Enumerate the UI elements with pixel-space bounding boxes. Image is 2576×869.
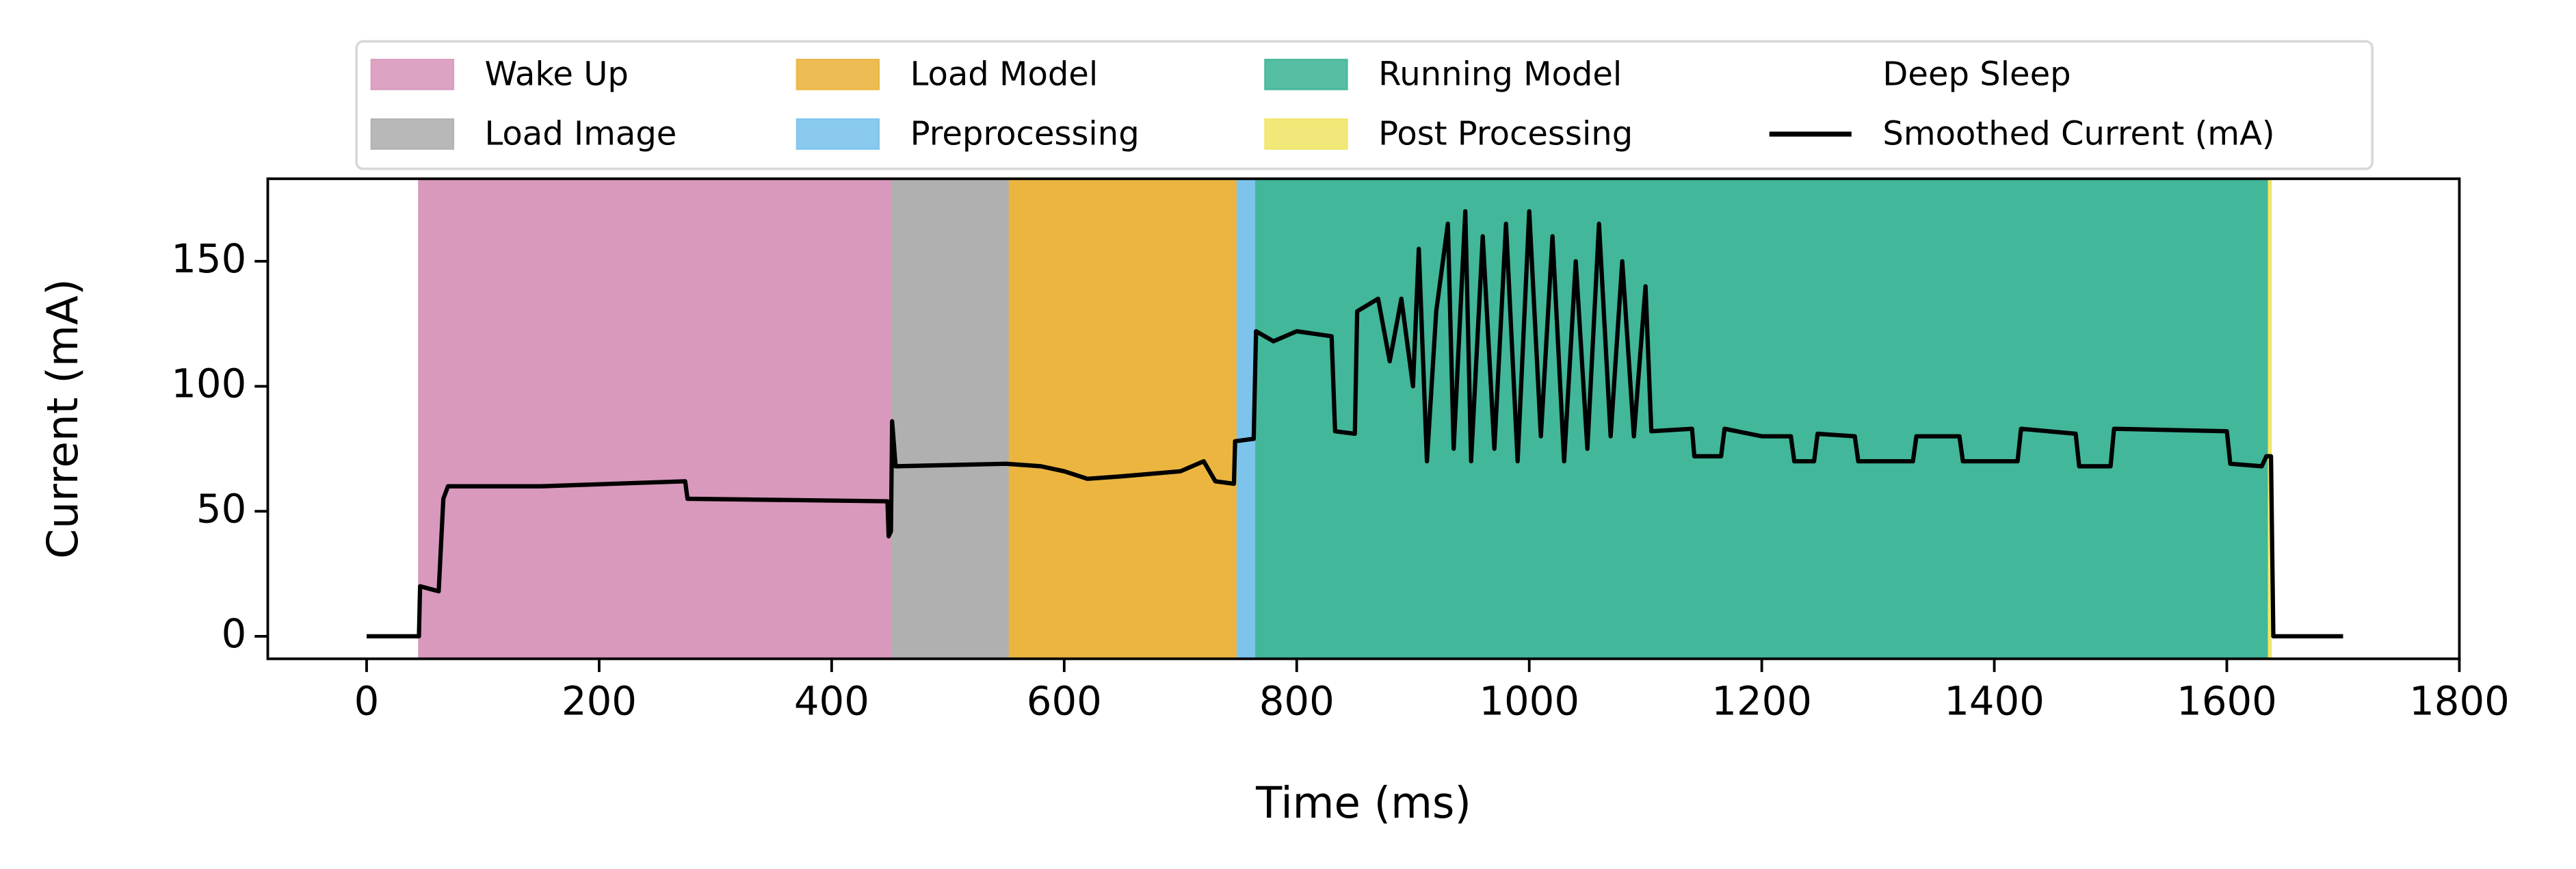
legend-swatch [1264,58,1348,90]
x-tick-label: 400 [794,677,869,724]
legend-label: Load Image [485,114,677,153]
phase-span [1255,179,2270,659]
x-tick-label: 1200 [1711,677,1812,724]
legend-swatch [370,118,455,150]
x-tick-label: 800 [1259,677,1335,724]
y-tick-label: 150 [171,235,246,282]
y-tick-label: 50 [196,485,246,532]
x-tick-label: 1000 [1479,677,1579,724]
legend-swatch [1264,118,1348,150]
x-tick-label: 1800 [2409,677,2510,724]
y-tick-label: 0 [222,610,247,657]
axes-frame [266,177,2461,660]
x-axis-label: Time (ms) [1255,778,1471,828]
legend-swatch [796,118,880,150]
y-axis-label: Current (mA) [38,278,88,558]
legend-label: Post Processing [1378,114,1633,153]
legend: Wake Up Load Image Load Model Preprocessing… [355,40,2374,170]
legend-label: Wake Up [485,55,629,93]
phase-span [2268,179,2272,659]
phase-span [1008,179,1239,659]
x-tick-label: 1400 [1944,677,2045,724]
current-line [366,209,2343,639]
legend-label: Preprocessing [910,114,1140,153]
x-tick-label: 600 [1027,677,1102,724]
legend-swatch [370,58,455,90]
x-tick-label: 1600 [2177,677,2277,724]
legend-label: Smoothed Current (mA) [1882,114,2274,153]
legend-label: Load Model [910,55,1099,93]
legend-label: Running Model [1378,55,1622,93]
x-tick-label: 0 [354,677,380,724]
y-tick-label: 100 [171,360,246,406]
x-tick-label: 200 [562,677,637,724]
phase-span [418,179,893,659]
legend-swatch [796,58,880,90]
phase-span [891,179,1011,659]
legend-label: Deep Sleep [1882,55,2071,93]
